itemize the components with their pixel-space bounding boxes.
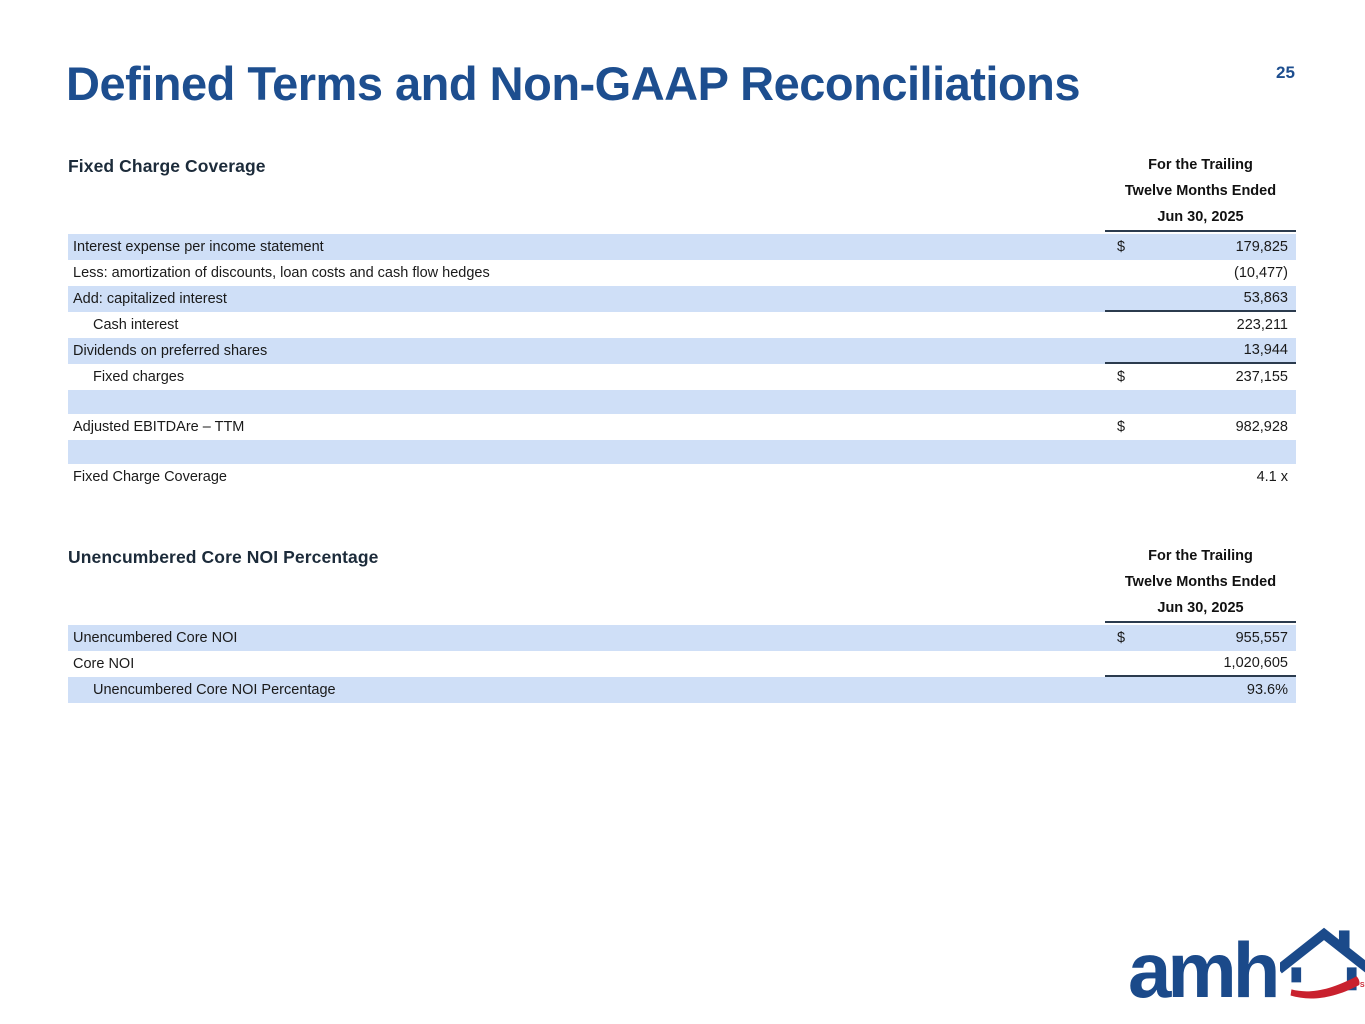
row-label: Add: capitalized interest xyxy=(73,291,227,307)
table-row: Fixed Charge Coverage 4.1 x xyxy=(68,464,1296,490)
row-label: Fixed Charge Coverage xyxy=(73,469,227,485)
row-value: (10,477) xyxy=(1233,265,1288,281)
row-value-column: 1,020,605 xyxy=(1105,651,1296,677)
table-rows: Interest expense per income statement $17… xyxy=(68,234,1296,490)
table-row: Unencumbered Core NOI $955,557 xyxy=(68,625,1296,651)
page-title: Defined Terms and Non-GAAP Reconciliatio… xyxy=(66,57,1081,110)
row-label: Fixed charges xyxy=(93,369,185,385)
row-value-column: $179,825 xyxy=(1105,234,1296,260)
row-value: 179,825 xyxy=(1235,239,1288,255)
table-row: Interest expense per income statement $17… xyxy=(68,234,1296,260)
period-header: For the Trailing Twelve Months Ended Jun… xyxy=(1105,152,1296,232)
table-spacer-row xyxy=(68,390,1296,414)
servicemark-label: SM xyxy=(1359,982,1365,989)
table-row: Unencumbered Core NOI Percentage 93.6% xyxy=(68,677,1296,703)
table-row: Less: amortization of discounts, loan co… xyxy=(68,260,1296,286)
row-value: 982,928 xyxy=(1235,419,1288,435)
table-heading: Unencumbered Core NOI Percentage xyxy=(68,547,379,567)
row-value: 955,557 xyxy=(1235,630,1288,646)
dollar-sign: $ xyxy=(1117,630,1126,646)
row-value-column: $982,928 xyxy=(1105,414,1296,440)
row-label: Cash interest xyxy=(93,317,179,333)
row-value-column: (10,477) xyxy=(1105,260,1296,286)
period-line-3: Jun 30, 2025 xyxy=(1105,595,1296,623)
row-label: Core NOI xyxy=(73,656,135,672)
table-row: Fixed charges $237,155 xyxy=(68,364,1296,390)
row-value: 53,863 xyxy=(1243,290,1288,306)
row-value: 93.6% xyxy=(1246,682,1288,698)
row-value: 237,155 xyxy=(1235,369,1288,385)
amh-logo-text: amh xyxy=(1128,926,1280,1015)
amh-logo: amh SM xyxy=(1128,926,1365,1015)
period-line-2: Twelve Months Ended xyxy=(1124,574,1277,590)
row-value-column: $955,557 xyxy=(1105,625,1296,651)
row-value-column: 4.1 x xyxy=(1105,464,1296,490)
row-value-column: 13,944 xyxy=(1105,338,1296,364)
period-line-1: For the Trailing xyxy=(1148,157,1253,173)
table-row: Adjusted EBITDAre – TTM $982,928 xyxy=(68,414,1296,440)
table-row: Cash interest 223,211 xyxy=(68,312,1296,338)
row-value-column: 53,863 xyxy=(1105,286,1296,312)
table-rows: Unencumbered Core NOI $955,557 Core NOI 1,0… xyxy=(68,625,1296,703)
period-line-3: Jun 30, 2025 xyxy=(1105,204,1296,232)
dollar-sign: $ xyxy=(1117,369,1126,385)
period-header: For the Trailing Twelve Months Ended Jun… xyxy=(1105,543,1296,623)
fixed-charge-coverage-table: Fixed Charge Coverage For the Trailing T… xyxy=(68,152,1296,490)
row-label: Unencumbered Core NOI Percentage xyxy=(93,682,336,698)
row-label: Interest expense per income statement xyxy=(73,239,324,255)
table-header: Unencumbered Core NOI Percentage For the… xyxy=(68,543,1296,623)
row-value-column: $237,155 xyxy=(1105,364,1296,390)
table-row: Add: capitalized interest 53,863 xyxy=(68,286,1296,312)
row-value-column: 223,211 xyxy=(1105,312,1296,338)
row-label: Less: amortization of discounts, loan co… xyxy=(73,265,490,281)
amh-house-icon: SM xyxy=(1276,926,1365,1005)
row-label: Unencumbered Core NOI xyxy=(73,630,238,646)
row-value: 13,944 xyxy=(1243,342,1288,358)
table-header: Fixed Charge Coverage For the Trailing T… xyxy=(68,152,1296,232)
period-line-2: Twelve Months Ended xyxy=(1124,183,1277,199)
row-value: 4.1 x xyxy=(1256,469,1288,485)
row-label: Dividends on preferred shares xyxy=(73,343,268,359)
unencumbered-core-noi-table: Unencumbered Core NOI Percentage For the… xyxy=(68,543,1296,703)
row-value: 1,020,605 xyxy=(1223,655,1288,671)
row-label: Adjusted EBITDAre – TTM xyxy=(73,419,245,435)
page-number: 25 xyxy=(1276,63,1295,82)
row-value: 223,211 xyxy=(1236,317,1288,333)
dollar-sign: $ xyxy=(1117,239,1126,255)
table-row: Dividends on preferred shares 13,944 xyxy=(68,338,1296,364)
table-spacer-row xyxy=(68,440,1296,464)
table-row: Core NOI 1,020,605 xyxy=(68,651,1296,677)
row-value-column: 93.6% xyxy=(1105,677,1296,703)
dollar-sign: $ xyxy=(1117,419,1126,435)
period-line-1: For the Trailing xyxy=(1148,548,1253,564)
table-heading: Fixed Charge Coverage xyxy=(68,156,266,176)
